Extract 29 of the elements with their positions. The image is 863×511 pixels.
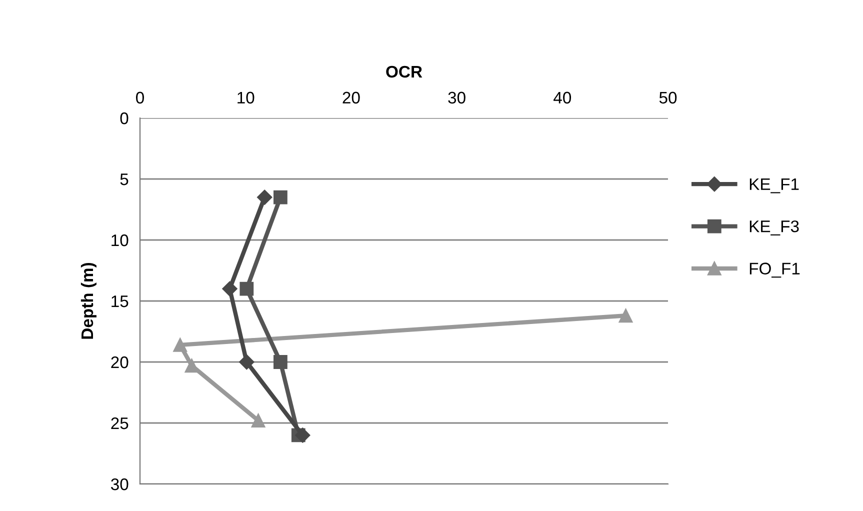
point	[618, 308, 633, 323]
legend-label: KE_F3	[750, 220, 799, 236]
point	[295, 428, 310, 443]
y-tick-label: 25	[111, 417, 128, 430]
point	[184, 358, 199, 373]
legend-label: KE_F1	[750, 178, 799, 194]
point	[239, 354, 254, 370]
legend-label: FO_F1	[750, 262, 800, 278]
point	[274, 355, 288, 369]
point	[222, 281, 238, 296]
point	[240, 282, 254, 296]
point	[274, 190, 288, 204]
y-tick-label: 5	[120, 174, 128, 186]
y-tick-label: 10	[112, 234, 128, 246]
x-tick-label: 10	[238, 92, 254, 104]
x-tick-label: 0	[136, 92, 144, 104]
x-tick-label: 50	[659, 92, 677, 104]
point	[173, 338, 188, 352]
y-tick-label: 15	[112, 296, 128, 308]
point	[257, 190, 272, 205]
point	[251, 414, 266, 428]
x-tick-label: 30	[448, 92, 466, 104]
y-axis-title: Depth (m)	[80, 262, 96, 339]
x-tick-label: 20	[342, 92, 360, 104]
y-tick-label: 20	[111, 356, 128, 368]
y-tick-label: 30	[110, 478, 128, 490]
x-tick-label: 40	[554, 92, 572, 104]
x-axis-title: OCR	[386, 66, 422, 78]
y-tick-label: 0	[120, 112, 128, 124]
